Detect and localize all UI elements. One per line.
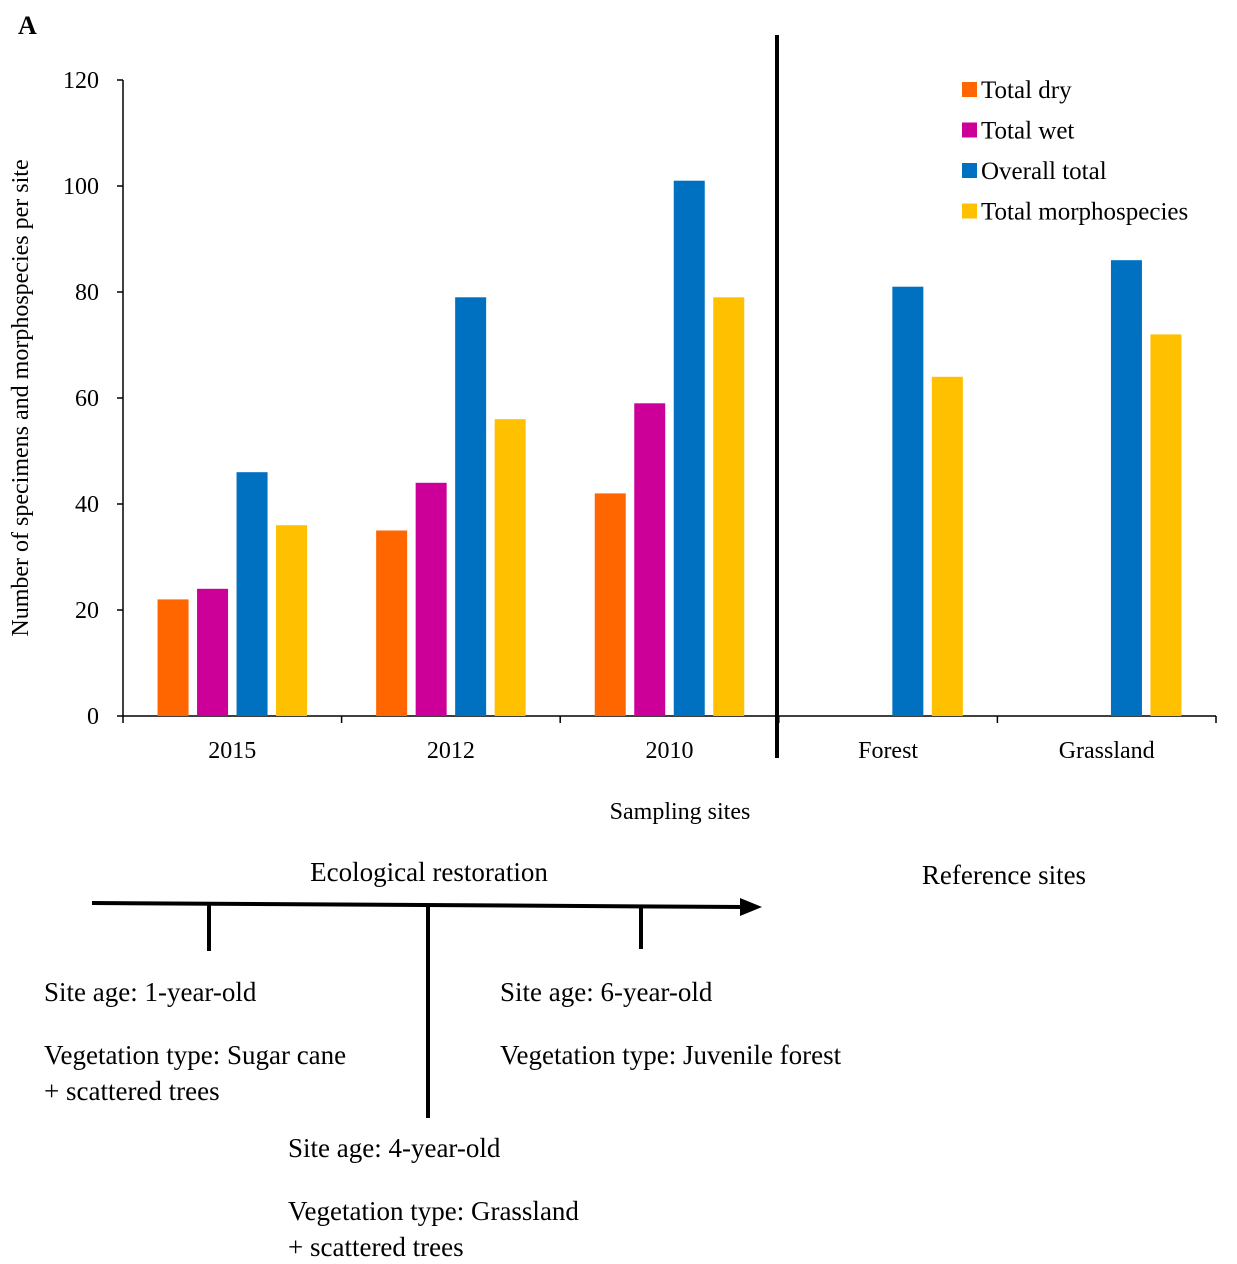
stage-1-age: Site age: 1-year-old	[44, 977, 257, 1007]
x-tick-label: 2015	[208, 738, 256, 764]
timeline-title: Ecological restoration	[310, 857, 548, 887]
x-tick-label: Grassland	[1059, 738, 1155, 764]
stage-3-vegetation: Vegetation type: Juvenile forest	[500, 1040, 842, 1070]
bar-overall-total	[892, 286, 924, 716]
bar-total-wet	[634, 403, 666, 716]
x-axis-title: Sampling sites	[610, 799, 751, 825]
y-tick-label: 100	[63, 174, 99, 200]
y-tick-label: 20	[75, 598, 99, 624]
x-tick-label: Forest	[858, 738, 918, 764]
legend-swatch	[962, 163, 977, 178]
y-tick-label: 120	[63, 68, 99, 94]
stage-2-vegetation: Vegetation type: Grassland	[288, 1196, 579, 1226]
y-tick-label: 40	[75, 492, 99, 518]
stage-1-vegetation: Vegetation type: Sugar cane	[44, 1040, 346, 1070]
bar-total-dry	[376, 530, 408, 716]
bar-overall-total	[236, 472, 268, 716]
timeline-arrowhead	[740, 898, 762, 916]
timeline-arrow-line	[91, 901, 745, 909]
y-tick-label: 80	[75, 280, 99, 306]
bar-total-morphospecies	[494, 419, 526, 716]
x-tick-label: 2012	[427, 738, 475, 764]
x-tick-labels: 2015 2012 2010 Forest Grassland	[208, 738, 1154, 764]
bar-total-wet	[415, 482, 447, 716]
bar-overall-total	[673, 180, 705, 716]
x-tick-label: 2010	[646, 738, 694, 764]
bar-total-dry	[594, 493, 626, 716]
legend-swatch	[962, 122, 977, 138]
y-tick-label: 60	[75, 386, 99, 412]
legend-swatch	[962, 203, 977, 219]
legend-label: Total wet	[981, 118, 1074, 145]
bar-total-morphospecies	[931, 376, 963, 716]
legend-label: Overall total	[981, 158, 1107, 185]
bar-total-dry	[157, 599, 189, 716]
bar-total-morphospecies	[713, 297, 745, 716]
x-axis	[122, 715, 1217, 723]
bar-total-wet	[197, 588, 229, 716]
y-tick-label: 0	[87, 704, 99, 730]
bars	[157, 180, 1182, 716]
legend: Total dry Total wet Overall total Total mor…	[962, 77, 1188, 226]
stage-3-age: Site age: 6-year-old	[500, 977, 713, 1007]
bar-overall-total	[455, 297, 487, 716]
stage-2-vegetation-2: + scattered trees	[288, 1232, 464, 1262]
y-axis	[117, 79, 124, 717]
panel-label: A	[18, 11, 37, 40]
y-axis-title: Number of specimens and morphospecies pe…	[8, 159, 34, 636]
bar-overall-total	[1110, 260, 1142, 716]
y-tick-labels: 0 20 40 60 80 100 120	[63, 68, 99, 730]
stage-2-age: Site age: 4-year-old	[288, 1133, 501, 1163]
legend-label: Total dry	[981, 77, 1072, 104]
legend-label: Total morphospecies	[981, 199, 1188, 226]
bar-total-morphospecies	[1150, 334, 1182, 716]
reference-sites-label: Reference sites	[922, 860, 1086, 890]
bar-total-morphospecies	[276, 525, 308, 716]
legend-swatch	[962, 82, 977, 97]
stage-1-vegetation-2: + scattered trees	[44, 1076, 220, 1106]
